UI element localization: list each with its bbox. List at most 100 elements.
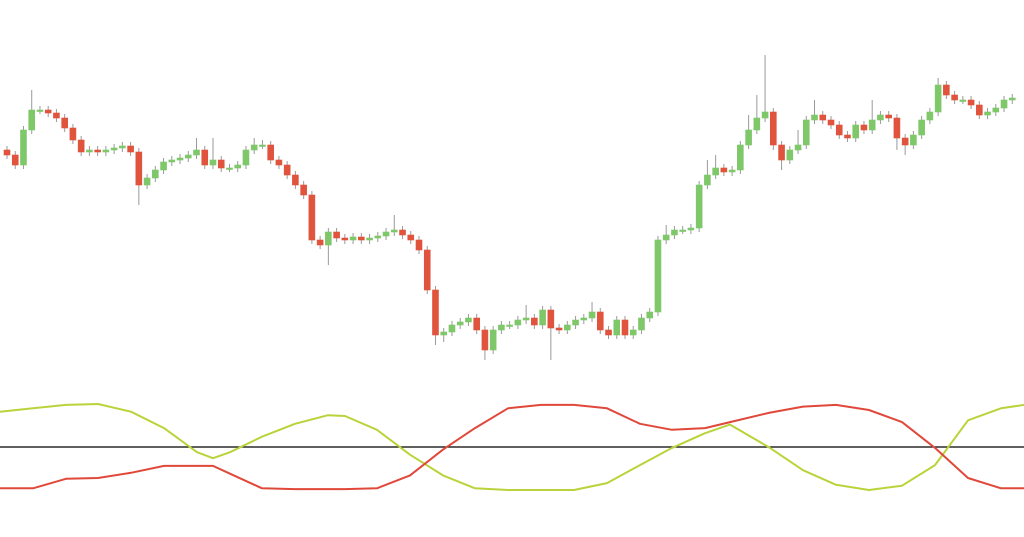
candle-body	[695, 184, 703, 229]
candle-body	[794, 144, 802, 151]
candle-body	[531, 317, 538, 326]
candle-body	[967, 99, 975, 106]
candle-body	[704, 174, 711, 186]
candle-body	[308, 194, 316, 241]
candle-body	[390, 229, 398, 233]
candle-body	[835, 124, 843, 136]
candle-body	[868, 119, 876, 131]
candle-body	[11, 154, 19, 166]
candle-body	[473, 317, 480, 331]
candle-body	[506, 324, 513, 327]
candle-body	[28, 109, 36, 131]
candle-body	[20, 129, 27, 166]
candle-body	[811, 114, 818, 121]
candle-body	[522, 317, 530, 321]
candle-body	[226, 167, 233, 170]
candle-body	[918, 119, 925, 136]
candle-body	[36, 109, 44, 112]
candle-body	[316, 239, 324, 246]
candle-body	[951, 94, 958, 101]
candle-body	[901, 137, 909, 146]
candle-body	[943, 84, 950, 96]
candle-body	[926, 111, 934, 121]
candle-body	[728, 169, 736, 173]
candle-body	[671, 229, 678, 236]
candle-body	[168, 159, 176, 163]
candle-body	[374, 235, 382, 239]
candle-body	[827, 119, 835, 126]
candle-body	[572, 319, 579, 326]
candle-body	[1000, 99, 1008, 109]
candle-body	[456, 321, 464, 326]
candle-body	[877, 114, 884, 121]
candle-body	[737, 144, 744, 171]
candle-body	[292, 174, 299, 186]
candle-body	[242, 149, 250, 166]
candle-body	[94, 149, 101, 153]
candle-body	[333, 231, 340, 239]
candle-body	[135, 151, 143, 186]
candle-body	[753, 117, 761, 131]
candle-body	[250, 144, 258, 151]
candle-body	[300, 184, 307, 196]
candle-body	[110, 147, 118, 151]
candle-body	[720, 167, 728, 173]
candle-body	[605, 329, 612, 336]
candle-body	[638, 317, 645, 331]
candle-body	[143, 177, 151, 186]
candle-body	[127, 145, 134, 153]
candle-body	[687, 227, 695, 231]
candle-body	[778, 144, 785, 161]
candle-body	[802, 119, 810, 146]
candle-body	[564, 324, 571, 331]
candle-body	[275, 159, 283, 166]
indicator-line	[0, 403, 1024, 491]
candle-body	[621, 319, 629, 336]
candle-body	[399, 229, 406, 236]
candle-body	[407, 234, 415, 241]
candle-body	[654, 239, 662, 313]
candle-body	[193, 149, 200, 156]
candle-body	[267, 144, 274, 161]
candle-body	[349, 236, 357, 241]
candle-body	[209, 159, 217, 166]
candle-body	[217, 159, 225, 169]
candle-body	[613, 319, 621, 336]
candle-body	[514, 319, 522, 326]
candle-body	[259, 144, 266, 147]
candle-body	[489, 329, 497, 351]
candle-body	[77, 139, 85, 153]
candle-body	[596, 311, 604, 331]
candle-body	[885, 114, 892, 119]
candle-body	[992, 107, 1000, 113]
candle-body	[539, 309, 546, 326]
indicator-line	[0, 403, 1024, 491]
candle-body	[662, 234, 670, 241]
candle-body	[176, 157, 184, 161]
candle-body	[646, 311, 654, 319]
candle-body	[3, 149, 11, 156]
candle-body	[745, 129, 752, 146]
candle-body	[440, 331, 448, 336]
candle-body	[119, 145, 126, 149]
candle-body	[69, 127, 77, 141]
candle-body	[341, 237, 349, 241]
candle-body	[465, 317, 472, 323]
candle-body	[984, 111, 991, 116]
candle-body	[910, 134, 917, 146]
candle-body	[366, 237, 373, 241]
candle-body	[283, 164, 291, 176]
candle-body	[498, 324, 505, 331]
candle-body	[712, 167, 719, 176]
candle-body	[588, 311, 596, 319]
candle-body	[152, 169, 159, 179]
candle-body	[201, 149, 209, 166]
candle-body	[325, 231, 332, 246]
candle-body	[415, 239, 423, 251]
candle-body	[770, 111, 777, 146]
candle-body	[959, 99, 967, 102]
candle-body	[432, 289, 439, 336]
candle-body	[234, 164, 242, 169]
candle-body	[819, 114, 827, 121]
